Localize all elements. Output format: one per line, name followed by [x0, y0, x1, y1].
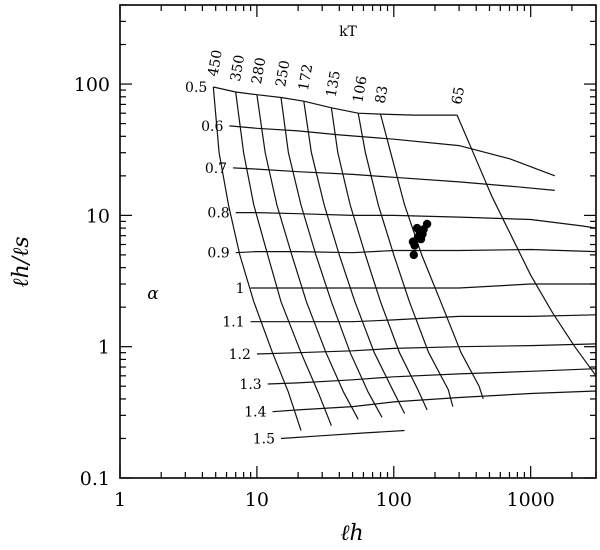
alpha-label-1.4: 1.4	[244, 405, 266, 421]
kt-label-172: 172	[296, 63, 316, 92]
kt-label-350: 350	[228, 54, 248, 83]
x-tick-label-1000: 1000	[507, 489, 555, 511]
alpha-label-1.1: 1.1	[222, 315, 244, 331]
kt-curve-450	[212, 86, 302, 431]
alpha-curve-1.1	[250, 314, 597, 323]
y-tick-label-0.1: 0.1	[80, 468, 110, 490]
alpha-curve-1.4	[272, 390, 597, 413]
kt-curve-135	[330, 107, 428, 411]
kt-curve-172	[303, 101, 406, 414]
kt-curve-280	[256, 94, 359, 420]
alpha-label-0.5: 0.5	[185, 80, 207, 96]
kt-label-250: 250	[273, 59, 293, 88]
alpha-label-1.5: 1.5	[253, 432, 275, 448]
x-tick-label-1: 1	[114, 489, 126, 511]
kt-label-83: 83	[373, 84, 392, 104]
kt-curve-250	[280, 97, 383, 418]
y-axis-title: ℓh/ℓs	[9, 236, 34, 287]
alpha-label-0.8: 0.8	[207, 206, 229, 222]
alpha-curve-1.5	[280, 429, 405, 440]
plot-frame	[119, 4, 597, 479]
kt-label-65: 65	[449, 85, 468, 105]
data-point	[412, 223, 422, 233]
alpha-curve-0.5	[213, 86, 458, 116]
data-point	[419, 225, 428, 234]
x-tick-label-10: 10	[245, 489, 269, 511]
curve-labels: 0.5 0.6 0.7 0.8 0.9 1 1.1 1.2 1.3 1.4 1.5 450 350 280…	[185, 49, 468, 448]
data-point	[409, 250, 418, 260]
alpha-curve-1.2	[256, 343, 597, 355]
alpha-label-0.7: 0.7	[205, 161, 227, 177]
alpha-curve-1	[250, 283, 596, 289]
kt-label-106: 106	[350, 75, 370, 104]
kt-label-135: 135	[324, 69, 344, 98]
x-axis-title: ℓh	[340, 521, 363, 546]
alpha-label-1.2: 1.2	[229, 347, 251, 363]
kt-curve-65	[456, 114, 597, 377]
alpha-curve-1.3	[267, 368, 597, 385]
observed-points	[408, 219, 432, 260]
curve-grid	[212, 86, 597, 440]
alpha-symbol: α	[147, 284, 159, 304]
kt-label-280: 280	[249, 56, 269, 85]
kt-title: kT	[339, 24, 357, 40]
kt-curve-83	[379, 113, 484, 400]
alpha-curve-0.7	[233, 167, 555, 191]
y-tick-label-100: 100	[74, 74, 110, 96]
y-tick-label-10: 10	[86, 205, 110, 227]
alpha-curve-0.6	[229, 125, 556, 177]
alpha-curve-0.9	[235, 248, 597, 254]
data-point	[416, 234, 426, 244]
kt-curve-350	[235, 91, 332, 426]
alpha-curve-0.8	[235, 212, 597, 229]
y-tick-label-1: 1	[98, 337, 110, 359]
kt-curve-106	[357, 113, 454, 407]
alpha-label-1: 1	[236, 281, 245, 297]
x-tick-label-100: 100	[376, 489, 412, 511]
alpha-label-0.9: 0.9	[207, 246, 229, 262]
kt-label-450: 450	[205, 49, 225, 78]
alpha-label-1.3: 1.3	[239, 377, 261, 393]
alpha-label-0.6: 0.6	[201, 119, 223, 135]
data-point	[410, 241, 419, 250]
